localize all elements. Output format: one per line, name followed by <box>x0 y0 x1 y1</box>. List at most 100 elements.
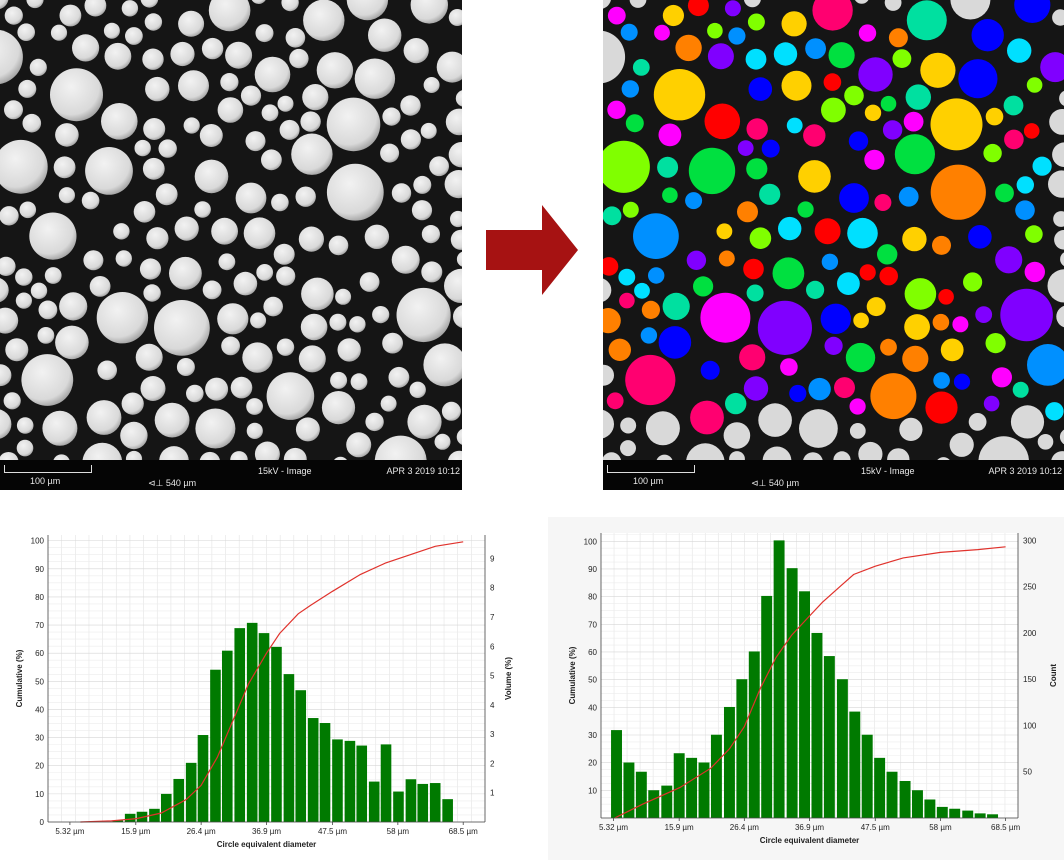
particle <box>83 250 104 271</box>
segmented-particle <box>983 395 1000 412</box>
sem-info-bar: 100 µm ⊲⊥ 540 µm 15kV - Image APR 3 2019… <box>603 460 1064 490</box>
particle <box>53 454 70 460</box>
particle <box>423 77 440 93</box>
segmented-particle <box>995 183 1014 203</box>
histogram-bar <box>149 808 160 822</box>
segmented-particle <box>723 422 751 449</box>
segmented-particle <box>1027 344 1064 386</box>
segmented-particle <box>621 80 639 98</box>
particle <box>0 307 19 334</box>
histogram-bar <box>124 813 136 822</box>
particle <box>391 183 412 203</box>
segmented-particle <box>1051 451 1064 460</box>
volume-distribution-chart: 5.32 µm 15.9 µm 26.4 µm 36.9 µm 47.5 µm 58 µm… <box>0 517 520 860</box>
particle <box>429 156 449 177</box>
particle <box>113 223 130 240</box>
histogram-bar <box>442 799 453 822</box>
segmented-particle <box>603 30 626 84</box>
segmented-particle <box>662 292 690 320</box>
y-axis-title: Cumulative (%) <box>568 646 577 704</box>
particle <box>326 163 384 221</box>
particle <box>178 70 209 102</box>
segmented-particle <box>930 98 983 151</box>
segmented-particle <box>853 312 869 329</box>
y2-tick-label: 9 <box>490 554 495 563</box>
particle <box>140 376 166 401</box>
segmented-particle <box>658 123 682 147</box>
segmented-particle <box>749 227 772 249</box>
particle <box>329 313 347 331</box>
y-tick-label: 90 <box>35 565 44 574</box>
particle <box>89 276 111 297</box>
particle <box>382 332 403 354</box>
segmented-particle <box>837 272 860 295</box>
particle <box>143 284 161 302</box>
y2-tick-label: 8 <box>490 584 495 593</box>
histogram-bar <box>723 706 735 818</box>
particle <box>337 338 361 362</box>
segmented-particle <box>874 194 892 211</box>
particle <box>0 364 12 387</box>
sem-info-bar: 100 µm ⊲⊥ 540 µm 15kV - Image APR 3 2019… <box>0 460 462 490</box>
particle <box>144 13 163 31</box>
count-histogram-plot: 5.32 µm 15.9 µm 26.4 µm 36.9 µm 47.5 µm 58 µm… <box>568 533 1058 845</box>
count-distribution-chart: 5.32 µm 15.9 µm 26.4 µm 36.9 µm 47.5 µm 58 µm… <box>548 517 1064 860</box>
particle <box>400 129 421 150</box>
segmented-particle <box>746 158 768 180</box>
particle <box>81 191 100 210</box>
particle <box>242 342 273 373</box>
segmented-particle <box>640 327 658 344</box>
particle <box>0 30 23 84</box>
segmented-particle <box>743 258 764 280</box>
y2-tick-label: 100 <box>1023 721 1037 730</box>
date-label: APR 3 2019 10:12 <box>988 466 1062 476</box>
segmented-particle <box>662 4 684 27</box>
segmented-particle <box>880 338 897 356</box>
segmented-particle <box>991 367 1012 388</box>
particle <box>321 391 356 425</box>
particle <box>391 245 420 274</box>
segmented-particle <box>898 186 919 207</box>
y-tick-label: 50 <box>588 676 597 685</box>
particle <box>301 277 334 311</box>
particle <box>230 451 248 460</box>
segmented-particle <box>1003 95 1024 116</box>
particle <box>346 432 372 458</box>
segmented-particle <box>688 147 736 195</box>
particle <box>453 305 462 328</box>
particle <box>448 142 462 168</box>
segmented-particle <box>757 300 812 355</box>
particle <box>444 170 462 199</box>
particle <box>170 41 195 67</box>
particle <box>316 52 354 89</box>
particle <box>120 421 148 450</box>
y-tick-label: 10 <box>588 786 597 795</box>
segmented-particle <box>747 13 765 31</box>
segmented-particle <box>761 139 780 158</box>
segmented-particle <box>905 84 931 110</box>
particle <box>37 327 55 344</box>
particle <box>423 343 462 387</box>
histogram-bar <box>173 778 185 822</box>
particle <box>450 229 462 250</box>
particle <box>235 182 267 214</box>
y-tick-label: 100 <box>31 537 45 546</box>
segmented-particle <box>1023 123 1040 139</box>
segmented-particle <box>686 250 707 270</box>
particle <box>84 0 107 17</box>
particle <box>273 243 295 265</box>
segmented-particle <box>799 409 838 448</box>
segmented-particle <box>834 377 855 399</box>
segmented-particle <box>707 22 723 39</box>
segmented-particle <box>607 100 626 120</box>
segmented-particle <box>737 140 754 157</box>
particle <box>183 117 200 134</box>
segmented-particle <box>892 49 912 68</box>
particle <box>199 451 220 460</box>
histogram-bar <box>686 757 698 818</box>
x-tick-label: 68.5 µm <box>449 827 478 836</box>
particle <box>201 37 224 60</box>
segmented-particle <box>648 267 665 284</box>
x-tick-label: 47.5 µm <box>861 823 890 832</box>
particle <box>421 261 443 283</box>
